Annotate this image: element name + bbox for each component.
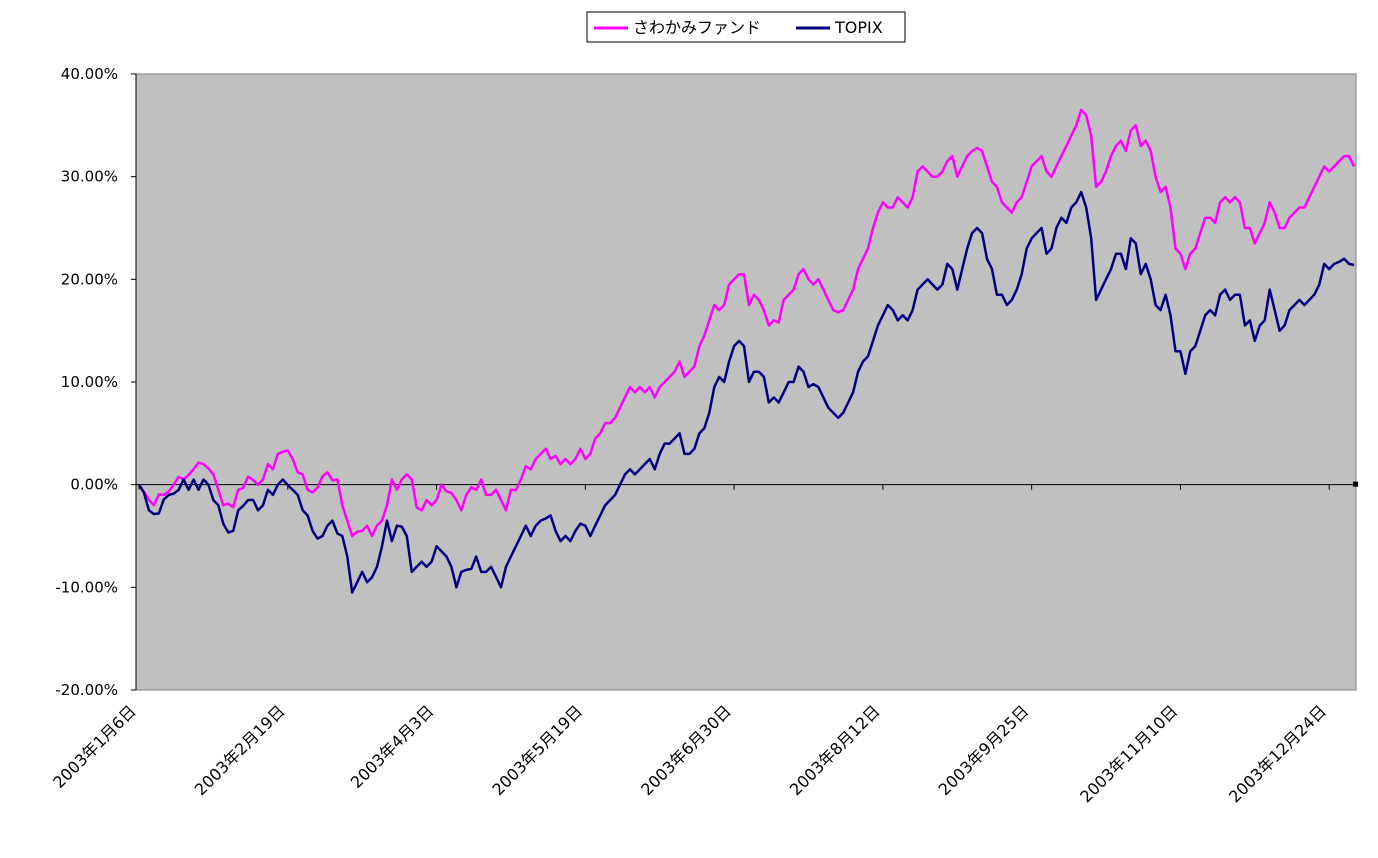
plot-area [135, 73, 1357, 691]
x-axis-end-marker [1353, 481, 1358, 487]
y-tick-label: -20.00% [55, 681, 118, 699]
x-tick-label: 2003年2月19日 [191, 701, 289, 799]
x-tick-label: 2003年1月6日 [49, 701, 140, 792]
legend: さわかみファンド TOPIX [586, 11, 906, 43]
legend-label-sawakami: さわかみファンド [633, 18, 761, 37]
series-line-topix [137, 190, 1355, 594]
y-tick-label: -10.00% [55, 578, 118, 596]
legend-label-topix: TOPIX [834, 18, 883, 37]
y-tick-label: 10.00% [61, 373, 118, 391]
y-tick-label: 20.00% [61, 270, 118, 288]
y-tick-label: 40.00% [61, 65, 118, 83]
x-tick-label: 2003年8月12日 [786, 701, 884, 799]
x-tick-label: 2003年4月3日 [347, 701, 438, 792]
y-axis: 40.00% 30.00% 20.00% 10.00% 0.00% -10.00% -20.… [55, 65, 137, 699]
y-tick-label: 30.00% [61, 168, 118, 186]
series-line-sawakami-fund [137, 108, 1356, 538]
series-layer [137, 108, 1356, 594]
legend-box [586, 11, 906, 43]
x-tick-label: 2003年5月19日 [488, 701, 586, 799]
x-tick-label: 2003年11月10日 [1076, 701, 1181, 806]
x-tick-label: 2003年9月25日 [935, 701, 1033, 799]
x-tick-label: 2003年6月30日 [637, 701, 735, 799]
x-tick-label: 2003年12月24日 [1225, 701, 1330, 806]
y-tick-label: 0.00% [70, 476, 118, 494]
